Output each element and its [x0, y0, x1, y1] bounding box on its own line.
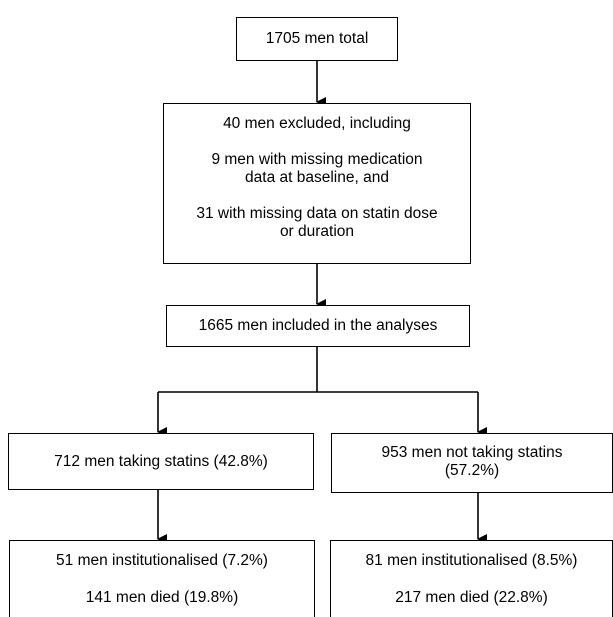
statins-text: 712 men taking statins (42.8%)	[54, 453, 268, 470]
excluded-line-4: 31 with missing data on statin dose	[196, 205, 438, 222]
included-text: 1665 men included in the analyses	[198, 317, 438, 334]
statins-died: 141 men died (19.8%)	[85, 589, 239, 606]
total-box: 1705 men total	[236, 17, 398, 61]
statins-outcome-box: 51 men institutionalised (7.2%) 141 men …	[9, 540, 315, 617]
excluded-line-1: 40 men excluded, including	[223, 115, 411, 132]
excluded-line-5: or duration	[279, 223, 355, 240]
total-text: 1705 men total	[265, 30, 369, 47]
no-statins-died: 217 men died (22.8%)	[395, 589, 548, 606]
no-statins-line-1: 953 men not taking statins	[381, 444, 563, 461]
no-statins-line-2: (57.2%)	[444, 462, 500, 479]
excluded-line-3: data at baseline, and	[245, 169, 389, 186]
no-statins-outcome-box: 81 men institutionalised (8.5%) 217 men …	[330, 540, 613, 617]
no-statins-institutionalised: 81 men institutionalised (8.5%)	[365, 552, 578, 569]
no-statins-box: 953 men not taking statins (57.2%)	[331, 433, 613, 493]
statins-institutionalised: 51 men institutionalised (7.2%)	[56, 552, 268, 569]
included-box: 1665 men included in the analyses	[166, 305, 470, 347]
statins-box: 712 men taking statins (42.8%)	[8, 433, 314, 490]
excluded-line-2: 9 men with missing medication	[211, 151, 423, 168]
excluded-box: 40 men excluded, including 9 men with mi…	[163, 103, 471, 264]
